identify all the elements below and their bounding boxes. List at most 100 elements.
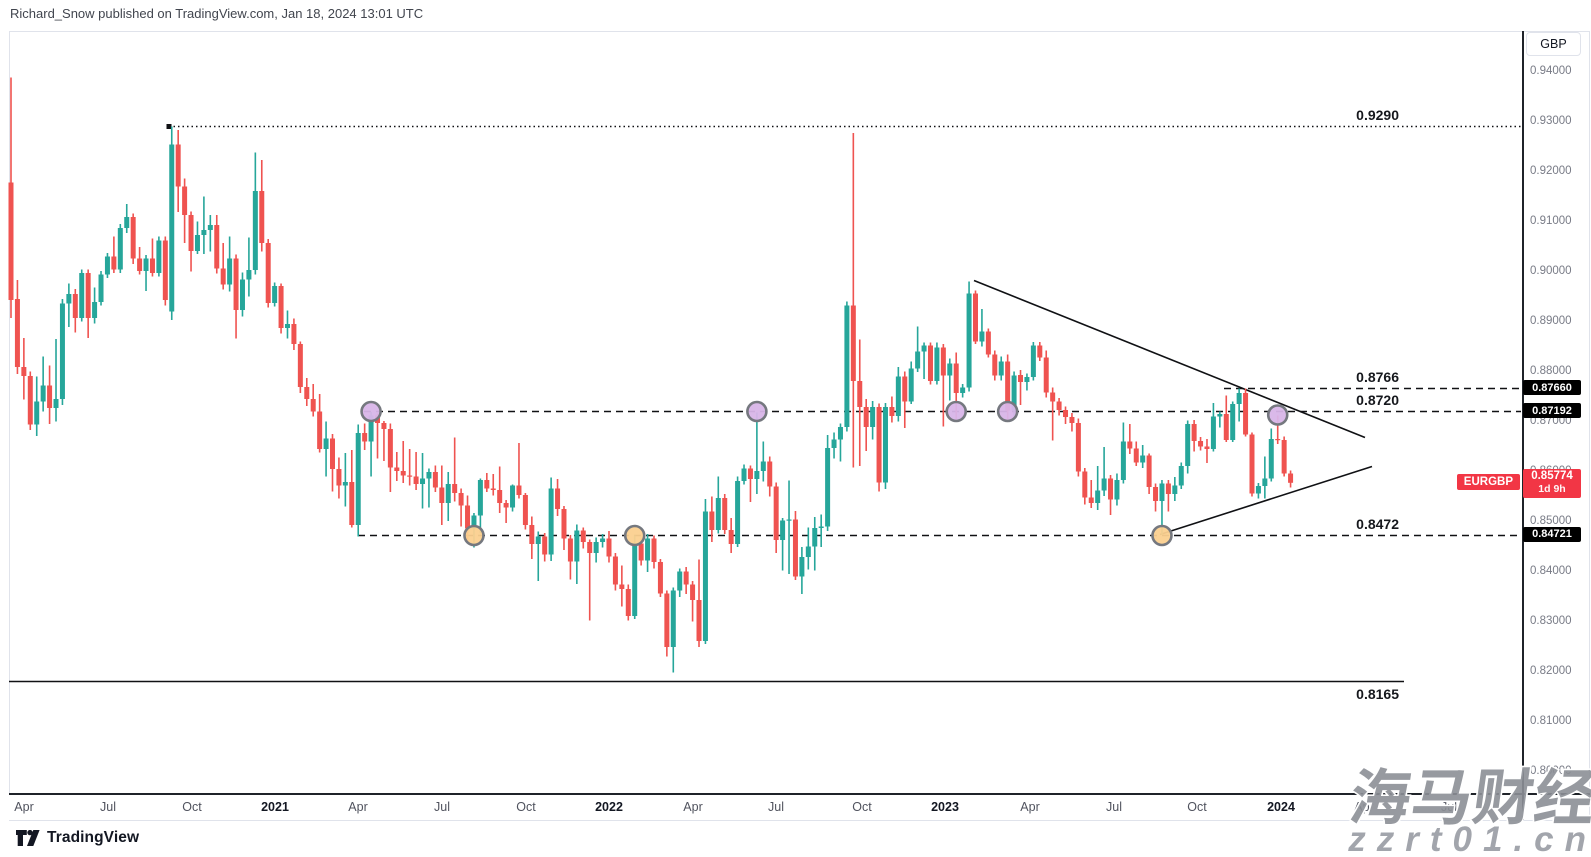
candle-body[interactable] bbox=[870, 407, 876, 427]
candle-body[interactable] bbox=[1030, 345, 1036, 378]
candle-body[interactable] bbox=[342, 482, 348, 486]
candle-body[interactable] bbox=[1281, 440, 1287, 474]
candle-body[interactable] bbox=[439, 487, 445, 504]
candle-body[interactable] bbox=[1146, 455, 1152, 488]
candle-body[interactable] bbox=[40, 385, 46, 402]
orange-circle-marker[interactable] bbox=[463, 524, 485, 547]
candle-body[interactable] bbox=[413, 476, 419, 485]
candle-body[interactable] bbox=[1043, 357, 1049, 393]
candle-body[interactable] bbox=[8, 182, 14, 301]
candle-body[interactable] bbox=[882, 407, 888, 483]
candle-body[interactable] bbox=[162, 240, 168, 301]
candle-body[interactable] bbox=[612, 556, 618, 585]
candle-body[interactable] bbox=[368, 415, 374, 442]
candle-body[interactable] bbox=[323, 438, 329, 450]
line-anchor-dot[interactable] bbox=[166, 124, 172, 129]
candle-body[interactable] bbox=[1101, 478, 1107, 491]
candle-body[interactable] bbox=[143, 258, 149, 272]
candle-body[interactable] bbox=[522, 495, 528, 525]
candle-body[interactable] bbox=[799, 557, 805, 577]
candle-body[interactable] bbox=[284, 324, 290, 328]
candle-body[interactable] bbox=[831, 439, 837, 449]
candle-body[interactable] bbox=[201, 230, 207, 235]
candle-body[interactable] bbox=[1275, 439, 1281, 441]
candle-body[interactable] bbox=[278, 286, 284, 328]
candle-body[interactable] bbox=[619, 584, 625, 590]
candle-body[interactable] bbox=[484, 480, 490, 489]
candle-body[interactable] bbox=[850, 305, 856, 382]
candle-body[interactable] bbox=[104, 256, 110, 275]
candle-body[interactable] bbox=[169, 144, 175, 312]
candle-body[interactable] bbox=[1114, 480, 1120, 500]
candle-body[interactable] bbox=[1191, 424, 1197, 441]
candle-body[interactable] bbox=[837, 427, 843, 440]
candle-body[interactable] bbox=[561, 509, 567, 539]
candle-body[interactable] bbox=[593, 542, 599, 553]
candle-body[interactable] bbox=[1230, 404, 1236, 440]
candle-body[interactable] bbox=[915, 351, 921, 369]
candle-body[interactable] bbox=[998, 361, 1004, 376]
candle-body[interactable] bbox=[27, 376, 33, 425]
candle-body[interactable] bbox=[182, 186, 188, 216]
candle-body[interactable] bbox=[111, 256, 117, 270]
purple-circle-marker[interactable] bbox=[1266, 404, 1289, 426]
candle-body[interactable] bbox=[175, 144, 181, 187]
candle-body[interactable] bbox=[1108, 478, 1114, 500]
candle-body[interactable] bbox=[465, 505, 471, 529]
candle-body[interactable] bbox=[137, 258, 143, 272]
candle-body[interactable] bbox=[818, 526, 824, 529]
candle-body[interactable] bbox=[85, 273, 91, 318]
candle-body[interactable] bbox=[1133, 448, 1139, 463]
purple-circle-marker[interactable] bbox=[746, 400, 768, 423]
candle-body[interactable] bbox=[1178, 466, 1184, 486]
candle-body[interactable] bbox=[14, 299, 20, 367]
candle-body[interactable] bbox=[683, 571, 689, 585]
candle-body[interactable] bbox=[1268, 439, 1274, 479]
candle-body[interactable] bbox=[657, 562, 663, 594]
candle-body[interactable] bbox=[252, 191, 258, 270]
purple-circle-marker[interactable] bbox=[996, 400, 1019, 423]
candle-body[interactable] bbox=[985, 331, 991, 355]
candle-body[interactable] bbox=[445, 484, 451, 503]
candle-body[interactable] bbox=[272, 286, 278, 303]
candle-body[interactable] bbox=[651, 538, 657, 563]
candle-body[interactable] bbox=[722, 498, 728, 530]
candle-body[interactable] bbox=[535, 536, 541, 545]
orange-circle-marker[interactable] bbox=[1151, 524, 1173, 547]
candle-body[interactable] bbox=[709, 511, 715, 531]
candle-body[interactable] bbox=[542, 536, 548, 555]
candle-body[interactable] bbox=[1236, 393, 1242, 404]
candle-body[interactable] bbox=[715, 498, 721, 530]
descending-trendline[interactable] bbox=[973, 279, 1366, 439]
candle-body[interactable] bbox=[863, 407, 869, 427]
candle-body[interactable] bbox=[497, 490, 503, 503]
candle-body[interactable] bbox=[747, 468, 753, 480]
candle-body[interactable] bbox=[1037, 345, 1043, 358]
candle-body[interactable] bbox=[735, 481, 741, 544]
candle-body[interactable] bbox=[677, 571, 683, 591]
candle-body[interactable] bbox=[47, 385, 53, 409]
candle-body[interactable] bbox=[1140, 455, 1146, 463]
candle-body[interactable] bbox=[574, 530, 580, 562]
candle-body[interactable] bbox=[805, 546, 811, 558]
currency-toggle-button[interactable]: GBP bbox=[1526, 32, 1581, 56]
candle-body[interactable] bbox=[1082, 471, 1088, 498]
candle-body[interactable] bbox=[1056, 401, 1062, 411]
candle-body[interactable] bbox=[780, 520, 786, 541]
candle-body[interactable] bbox=[426, 472, 432, 479]
candle-body[interactable] bbox=[420, 478, 426, 485]
candle-body[interactable] bbox=[510, 485, 516, 508]
ascending-trendline[interactable] bbox=[1159, 465, 1373, 536]
candle-body[interactable] bbox=[394, 467, 400, 472]
candle-body[interactable] bbox=[741, 468, 747, 482]
purple-circle-marker[interactable] bbox=[360, 400, 382, 423]
candle-body[interactable] bbox=[400, 471, 406, 476]
candle-body[interactable] bbox=[529, 525, 535, 544]
candle-body[interactable] bbox=[934, 347, 940, 382]
candle-body[interactable] bbox=[670, 590, 676, 648]
candle-body[interactable] bbox=[381, 423, 387, 429]
candle-body[interactable] bbox=[1243, 393, 1249, 435]
candle-body[interactable] bbox=[304, 387, 310, 399]
candle-body[interactable] bbox=[458, 493, 464, 506]
